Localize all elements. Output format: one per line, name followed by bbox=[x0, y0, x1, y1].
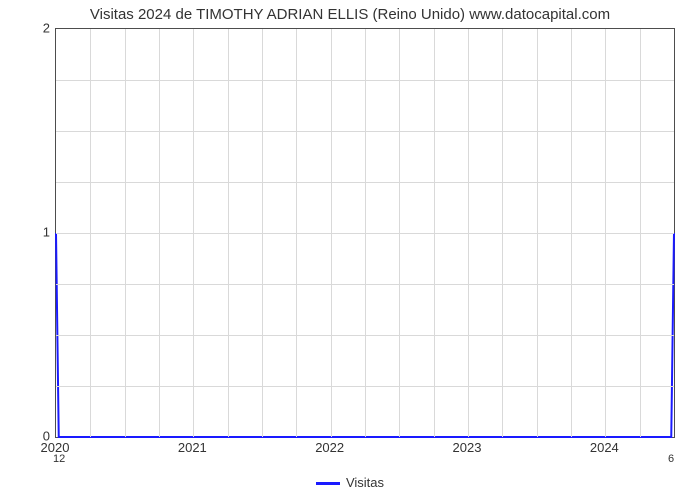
x-tick-label: 2022 bbox=[315, 440, 344, 455]
x-tick-label: 2020 bbox=[41, 440, 70, 455]
x-tick-label: 2023 bbox=[453, 440, 482, 455]
legend: Visitas bbox=[0, 475, 700, 490]
gridline-horizontal bbox=[56, 131, 674, 132]
y-tick-label: 1 bbox=[20, 225, 50, 240]
chart-title: Visitas 2024 de TIMOTHY ADRIAN ELLIS (Re… bbox=[0, 6, 700, 23]
y-tick-label: 2 bbox=[20, 21, 50, 36]
plot-area bbox=[55, 28, 675, 438]
gridline-horizontal bbox=[56, 233, 674, 234]
gridline-horizontal bbox=[56, 80, 674, 81]
gridline-horizontal bbox=[56, 182, 674, 183]
annotation-right-below: 6 bbox=[668, 453, 674, 465]
gridline-horizontal bbox=[56, 284, 674, 285]
gridline-horizontal bbox=[56, 335, 674, 336]
legend-label: Visitas bbox=[346, 475, 384, 490]
x-tick-label: 2021 bbox=[178, 440, 207, 455]
legend-swatch bbox=[316, 482, 340, 485]
gridline-horizontal bbox=[56, 386, 674, 387]
x-tick-label: 2024 bbox=[590, 440, 619, 455]
